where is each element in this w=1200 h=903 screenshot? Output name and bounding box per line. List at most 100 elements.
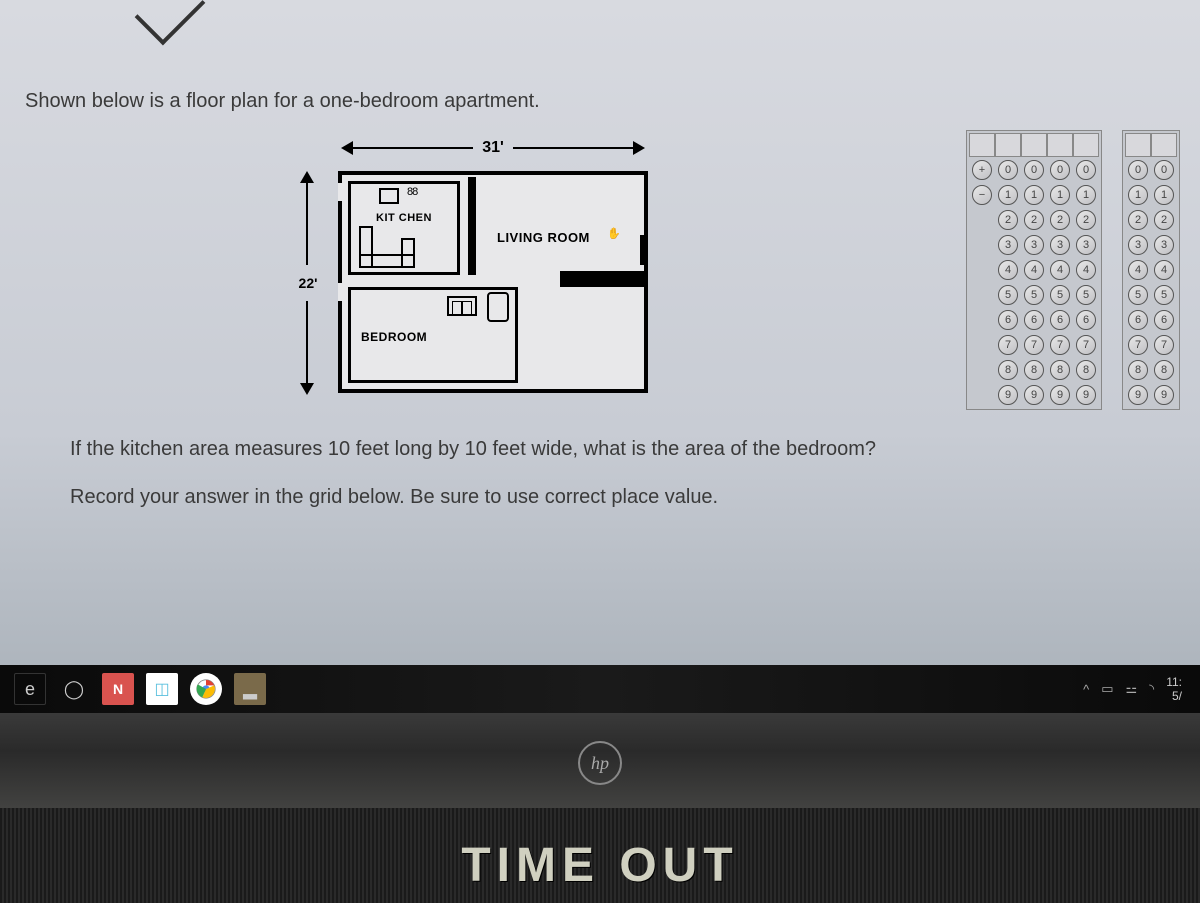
kitchen-room: 88 KIT CHEN xyxy=(348,181,460,275)
bubble-option[interactable]: 5 xyxy=(1073,282,1099,307)
bubble-option[interactable]: 0 xyxy=(995,157,1021,182)
question-intro: Shown below is a floor plan for a one-be… xyxy=(25,90,1180,113)
taskbar-app-cortana[interactable]: ◯ xyxy=(58,673,90,705)
bubble-option[interactable]: 4 xyxy=(995,257,1021,282)
bubble-option[interactable]: 7 xyxy=(1073,332,1099,357)
tray-caret-icon[interactable]: ^ xyxy=(1083,682,1089,697)
bubble-option[interactable]: 9 xyxy=(995,382,1021,407)
wifi-icon[interactable]: ◝ xyxy=(1149,681,1154,697)
bubble-option[interactable]: 7 xyxy=(995,332,1021,357)
bubble-option[interactable]: 3 xyxy=(1047,232,1073,257)
bubble-option[interactable] xyxy=(969,232,995,257)
bubble-option[interactable]: 4 xyxy=(1021,257,1047,282)
bubble-option[interactable]: 6 xyxy=(995,307,1021,332)
bubble-option[interactable]: 7 xyxy=(1151,332,1177,357)
windows-taskbar[interactable]: e ◯ N ◫ ▂ ^ ▭ ⚍ ◝ 11: 5/ xyxy=(0,665,1200,713)
floorplan-container: 31' 22' 88 KIT CHEN xyxy=(20,128,966,413)
bubble-option[interactable]: 9 xyxy=(1047,382,1073,407)
bubble-option[interactable]: 9 xyxy=(1125,382,1151,407)
grid-input-cell[interactable] xyxy=(969,133,995,157)
battery-icon[interactable]: ▭ xyxy=(1101,681,1113,697)
bubble-option[interactable]: 2 xyxy=(1073,207,1099,232)
bubble-option[interactable]: 2 xyxy=(995,207,1021,232)
bubble-option[interactable]: 8 xyxy=(1021,357,1047,382)
grid-input-cell[interactable] xyxy=(1073,133,1099,157)
bubble-option[interactable]: 1 xyxy=(1047,182,1073,207)
bubble-option[interactable]: 7 xyxy=(1125,332,1151,357)
living-room-label: LIVING ROOM xyxy=(497,230,590,245)
grid-input-cell[interactable] xyxy=(995,133,1021,157)
bubble-option[interactable]: 1 xyxy=(1073,182,1099,207)
bubble-option[interactable]: 8 xyxy=(1073,357,1099,382)
bubble-option[interactable]: 0 xyxy=(1151,157,1177,182)
bubble-option[interactable]: 8 xyxy=(995,357,1021,382)
taskbar-app-explorer[interactable]: ▂ xyxy=(234,673,266,705)
bubble-option[interactable]: 3 xyxy=(1021,232,1047,257)
grid-input-cell[interactable] xyxy=(1151,133,1177,157)
height-label: 22' xyxy=(299,275,318,291)
bubble-option[interactable]: 6 xyxy=(1073,307,1099,332)
bubble-option[interactable]: 0 xyxy=(1047,157,1073,182)
bubble-option[interactable]: 8 xyxy=(1047,357,1073,382)
bubble-option[interactable]: 1 xyxy=(1021,182,1047,207)
bubble-option[interactable]: + xyxy=(969,157,995,182)
bubble-option[interactable]: − xyxy=(969,182,995,207)
bubble-option[interactable]: 8 xyxy=(1125,357,1151,382)
bubble-option[interactable] xyxy=(969,307,995,332)
answer-grid-secondary[interactable]: 00112233445566778899 xyxy=(1122,130,1180,410)
taskbar-app-n[interactable]: N xyxy=(102,673,134,705)
taskbar-clock[interactable]: 11: 5/ xyxy=(1166,675,1182,703)
bubble-option[interactable]: 2 xyxy=(1047,207,1073,232)
bubble-option[interactable]: 4 xyxy=(1073,257,1099,282)
bubble-option[interactable] xyxy=(969,282,995,307)
bubble-option[interactable]: 3 xyxy=(1073,232,1099,257)
bubble-option[interactable]: 9 xyxy=(1073,382,1099,407)
hand-icon: ✋ xyxy=(607,227,621,240)
bubble-option[interactable]: 7 xyxy=(1021,332,1047,357)
grid-input-cell[interactable] xyxy=(1047,133,1073,157)
taskbar-app-chrome[interactable] xyxy=(190,673,222,705)
bubble-option[interactable]: 0 xyxy=(1021,157,1047,182)
grid-input-cell[interactable] xyxy=(1125,133,1151,157)
bubble-option[interactable] xyxy=(969,332,995,357)
bubble-option[interactable]: 9 xyxy=(1151,382,1177,407)
bubble-option[interactable]: 5 xyxy=(995,282,1021,307)
bubble-option[interactable]: 3 xyxy=(995,232,1021,257)
bubble-option[interactable] xyxy=(969,382,995,407)
bubble-option[interactable]: 1 xyxy=(1125,182,1151,207)
taskbar-app-browser[interactable]: e xyxy=(14,673,46,705)
bubble-option[interactable]: 2 xyxy=(1021,207,1047,232)
bubble-option[interactable]: 2 xyxy=(1151,207,1177,232)
bubble-option[interactable]: 8 xyxy=(1151,357,1177,382)
answer-grid-main[interactable]: +0000−1111222233334444555566667777888899… xyxy=(966,130,1102,410)
bubble-option[interactable]: 0 xyxy=(1073,157,1099,182)
bubble-option[interactable]: 6 xyxy=(1151,307,1177,332)
bubble-option[interactable] xyxy=(969,207,995,232)
prev-question-fragment xyxy=(0,0,1200,60)
bubble-option[interactable]: 6 xyxy=(1047,307,1073,332)
bubble-option[interactable] xyxy=(969,357,995,382)
taskbar-app-notes[interactable]: ◫ xyxy=(146,673,178,705)
bubble-option[interactable]: 1 xyxy=(995,182,1021,207)
bubble-option[interactable]: 5 xyxy=(1151,282,1177,307)
grid-input-cell[interactable] xyxy=(1021,133,1047,157)
bubble-option[interactable]: 6 xyxy=(1125,307,1151,332)
bubble-option[interactable]: 5 xyxy=(1125,282,1151,307)
system-tray[interactable]: ^ ▭ ⚍ ◝ 11: 5/ xyxy=(1083,675,1192,703)
bubble-option[interactable]: 4 xyxy=(1125,257,1151,282)
bubble-option[interactable]: 5 xyxy=(1021,282,1047,307)
bubble-option[interactable]: 4 xyxy=(1151,257,1177,282)
bubble-option[interactable]: 9 xyxy=(1021,382,1047,407)
bubble-option[interactable]: 2 xyxy=(1125,207,1151,232)
bubble-option[interactable]: 3 xyxy=(1125,232,1151,257)
bubble-option[interactable]: 3 xyxy=(1151,232,1177,257)
bubble-option[interactable]: 7 xyxy=(1047,332,1073,357)
bubble-option[interactable]: 1 xyxy=(1151,182,1177,207)
bubble-option[interactable]: 6 xyxy=(1021,307,1047,332)
bubble-option[interactable]: 5 xyxy=(1047,282,1073,307)
bubble-option[interactable] xyxy=(969,257,995,282)
interior-wall xyxy=(468,177,476,275)
bubble-option[interactable]: 4 xyxy=(1047,257,1073,282)
network-icon[interactable]: ⚍ xyxy=(1126,681,1138,697)
bubble-option[interactable]: 0 xyxy=(1125,157,1151,182)
